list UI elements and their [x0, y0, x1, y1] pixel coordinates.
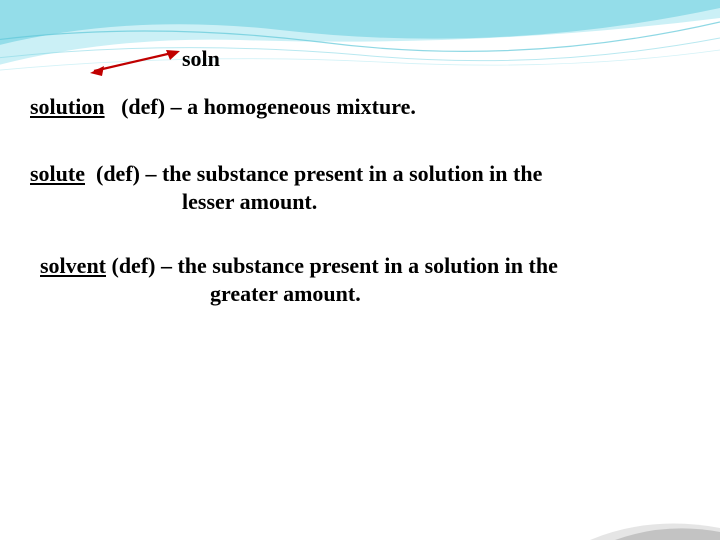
term-solution: solution — [30, 94, 105, 119]
definition-text: (def) – the substance present in a solut… — [96, 161, 542, 186]
spacer — [105, 94, 122, 119]
term-solute: solute — [30, 161, 85, 186]
definition-text: (def) – a homogeneous mixture. — [121, 94, 416, 119]
term-solvent: solvent — [40, 253, 106, 278]
spacer — [85, 161, 96, 186]
definition-continuation: greater amount. — [40, 280, 690, 309]
abbreviation-text: soln — [182, 45, 220, 74]
definition-continuation: lesser amount. — [30, 188, 690, 217]
slide-content: soln solution (def) – a homogeneous mixt… — [0, 45, 720, 309]
abbreviation-row: soln — [30, 45, 690, 85]
definition-solute: solute (def) – the substance present in … — [30, 160, 690, 217]
bottom-corner-decoration — [560, 480, 720, 540]
definition-text: (def) – the substance present in a solut… — [112, 253, 558, 278]
definition-solution: solution (def) – a homogeneous mixture. — [30, 93, 690, 122]
arrow-icon — [90, 47, 185, 77]
slide: soln solution (def) – a homogeneous mixt… — [0, 0, 720, 540]
definition-solvent: solvent (def) – the substance present in… — [30, 252, 690, 309]
